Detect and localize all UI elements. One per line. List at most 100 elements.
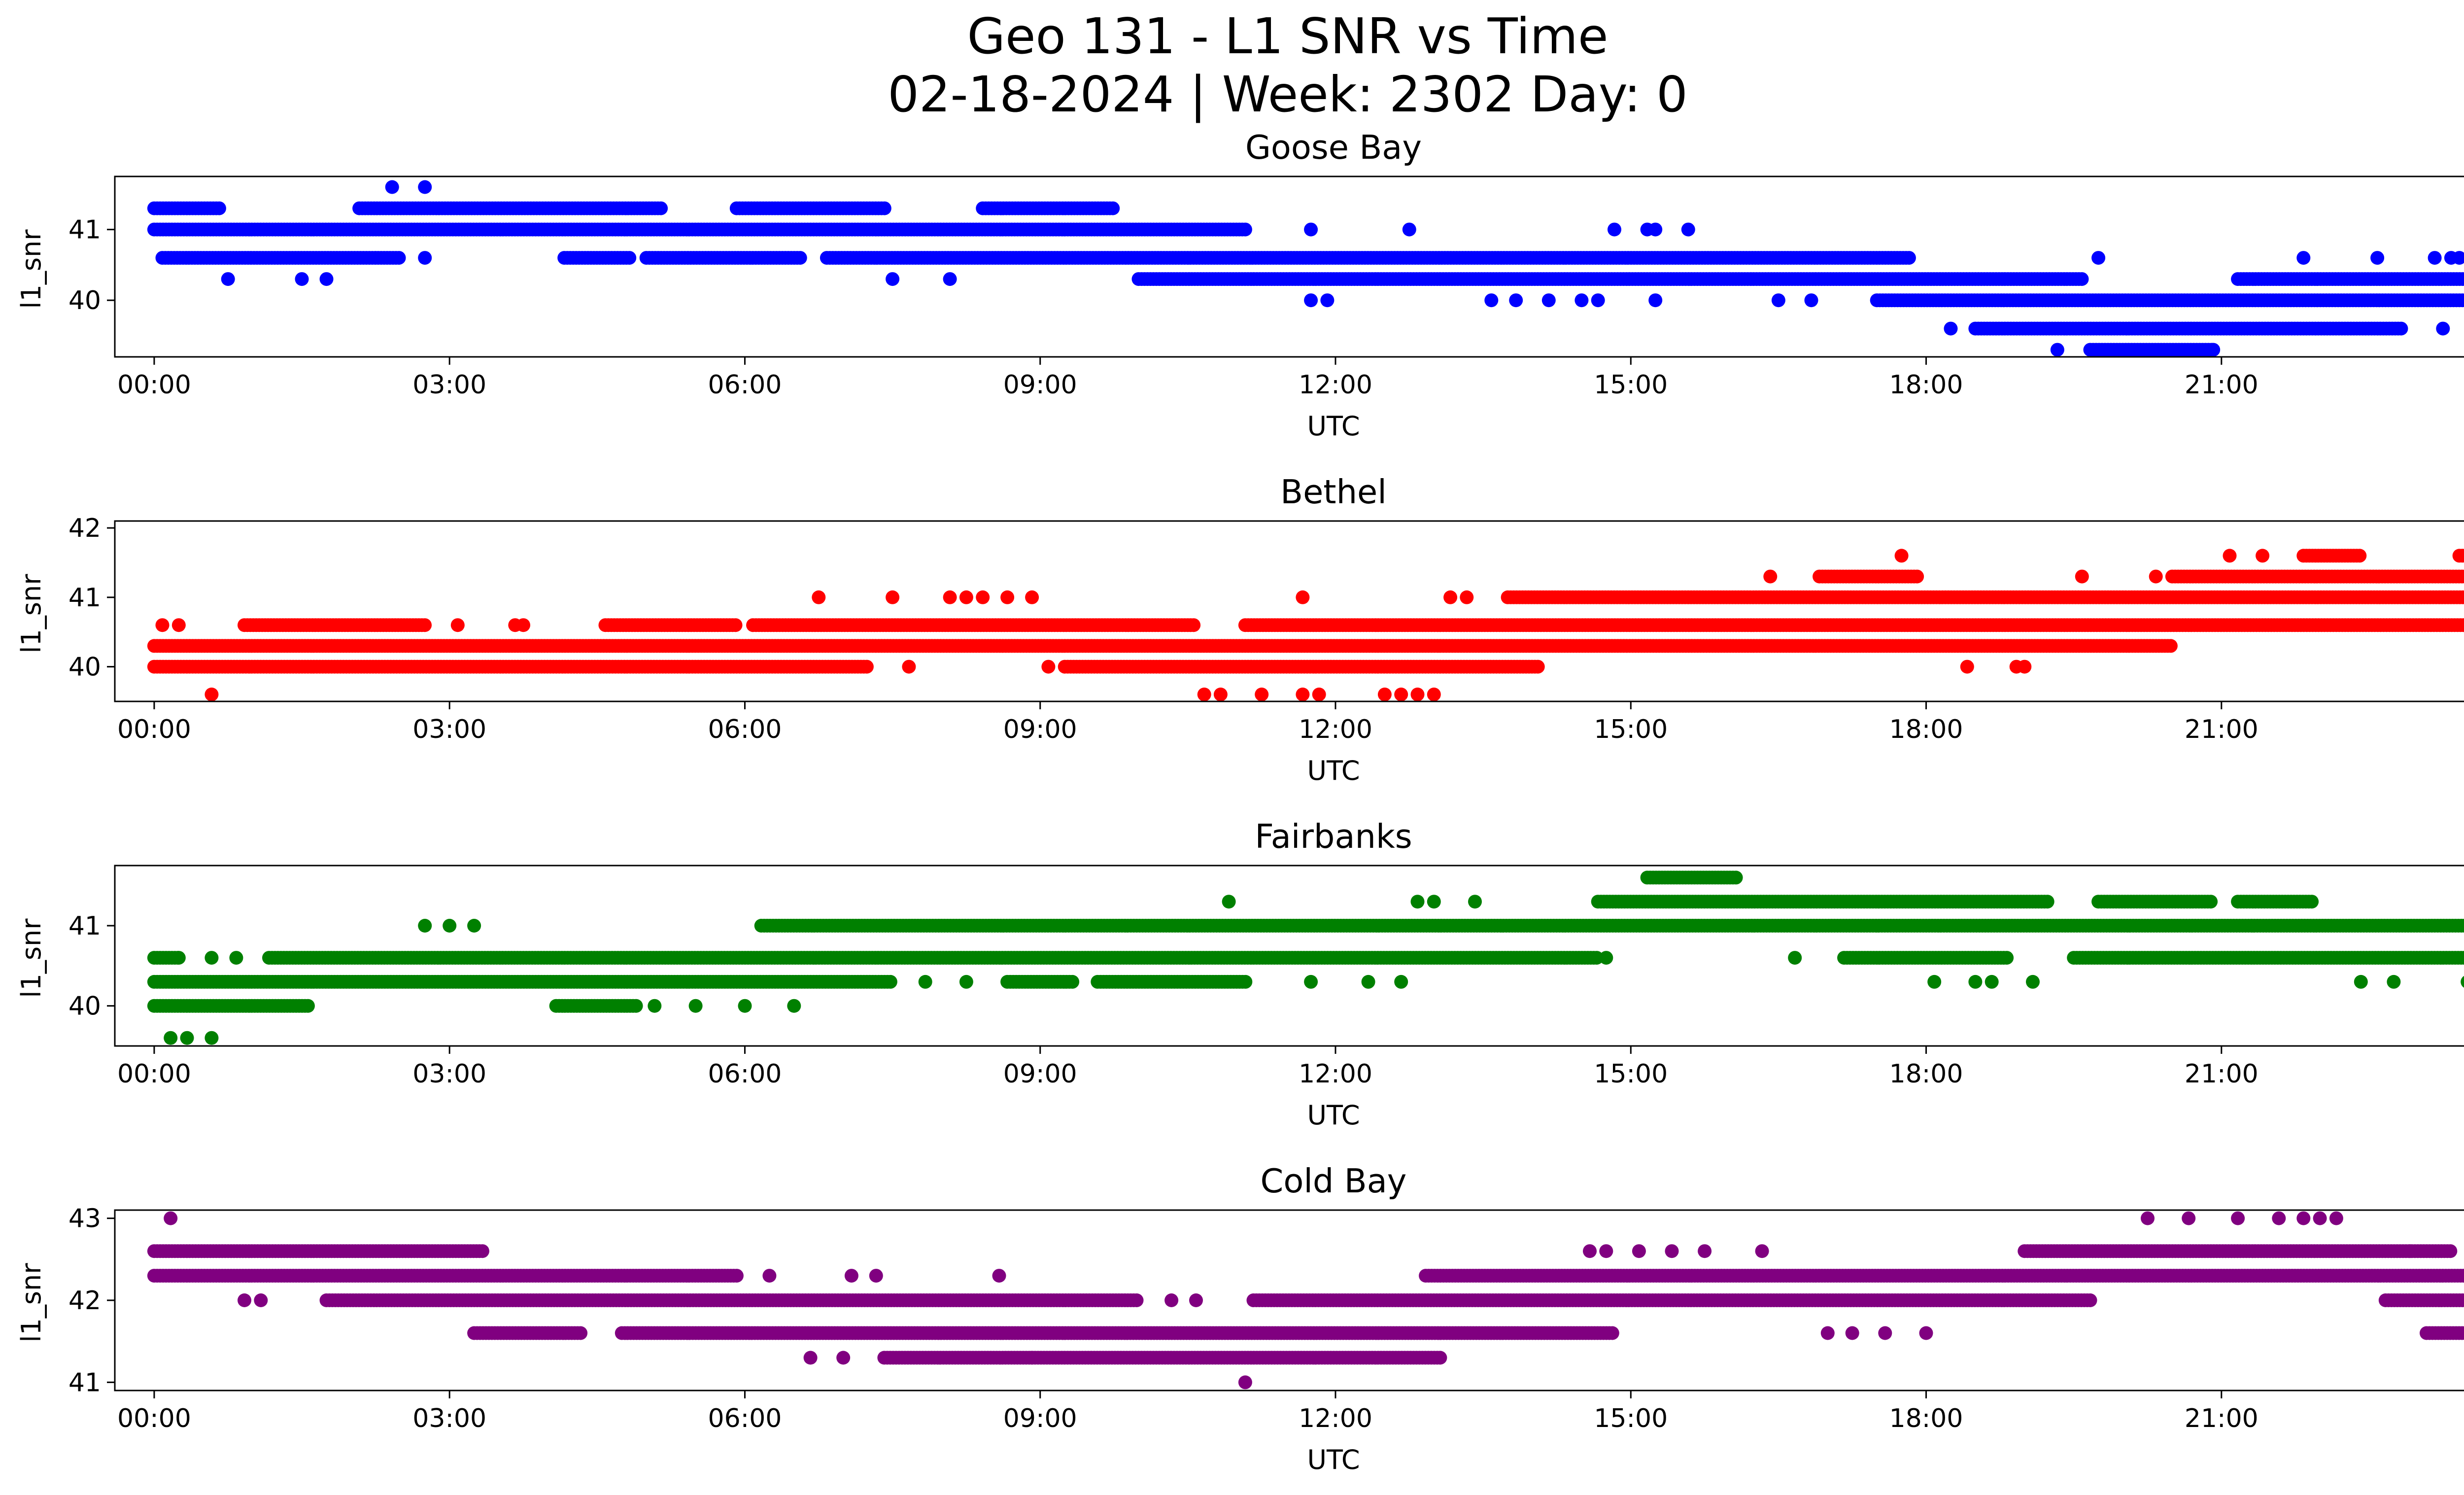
data-point — [1197, 687, 1211, 701]
data-point — [2223, 549, 2237, 563]
data-point — [1443, 590, 1458, 604]
data-point — [2149, 569, 2163, 584]
data-point — [1427, 687, 1441, 701]
data-point — [812, 590, 826, 604]
data-point — [1531, 660, 1545, 674]
data-point — [622, 251, 637, 265]
data-point — [943, 590, 957, 604]
x-tick-label: 12:00 — [1299, 370, 1372, 400]
data-point — [2461, 550, 2464, 561]
data-point — [450, 618, 465, 632]
data-point — [2075, 569, 2089, 584]
data-point — [1394, 687, 1408, 701]
data-point — [1304, 222, 1318, 237]
data-point — [976, 590, 990, 604]
data-point — [2163, 639, 2178, 653]
data-point — [2459, 619, 2464, 632]
x-tick-label: 21:00 — [2185, 370, 2259, 400]
x-axis-label: UTC — [1307, 755, 1360, 786]
data-point — [1608, 222, 1621, 237]
data-point — [1213, 687, 1228, 701]
x-tick-label: 06:00 — [708, 370, 782, 400]
data-point — [516, 618, 530, 632]
x-tick-label: 03:00 — [412, 370, 486, 400]
data-point — [1771, 293, 1785, 308]
y-tick-label: 41 — [68, 583, 101, 613]
y-axis-label: l1_snr — [16, 229, 47, 309]
data-point — [221, 272, 235, 286]
data-point — [1574, 293, 1589, 308]
data-point — [2018, 660, 2032, 674]
y-tick-label: 42 — [68, 514, 101, 543]
figure-title-line1: Geo 131 - L1 SNR vs Time — [967, 7, 1608, 65]
data-point — [2256, 549, 2270, 563]
x-tick-label: 00:00 — [117, 715, 191, 744]
panel-title: Goose Bay — [1245, 128, 1422, 167]
data-point — [1509, 293, 1523, 308]
data-point — [171, 618, 186, 632]
data-point — [2296, 251, 2311, 265]
data-point — [2461, 295, 2464, 306]
data-point — [2462, 274, 2464, 284]
data-point — [1590, 951, 1604, 965]
scatter-points — [147, 180, 2464, 357]
data-point — [2075, 272, 2089, 286]
data-point — [1894, 549, 1909, 563]
x-tick-label: 06:00 — [708, 715, 782, 744]
data-point — [728, 618, 743, 632]
x-tick-label: 21:00 — [2185, 715, 2259, 744]
x-tick-label: 03:00 — [412, 715, 486, 744]
data-point — [155, 618, 170, 632]
data-point — [1763, 569, 1778, 584]
data-point — [902, 660, 916, 674]
data-point — [1541, 293, 1556, 308]
x-tick-label: 15:00 — [1594, 715, 1668, 744]
data-point — [793, 251, 807, 265]
data-point — [1041, 660, 1056, 674]
data-point — [205, 687, 219, 701]
x-axis-label: UTC — [1307, 411, 1360, 442]
data-point — [1681, 222, 1695, 237]
data-point — [877, 201, 891, 215]
x-tick-label: 09:00 — [1003, 370, 1077, 400]
data-point — [2462, 592, 2464, 602]
data-point — [1025, 590, 1039, 604]
data-point — [2091, 251, 2106, 265]
data-point — [418, 251, 432, 265]
x-axis-label: UTC — [1307, 1100, 1360, 1131]
data-point — [385, 180, 399, 194]
data-point — [1648, 222, 1663, 237]
data-point — [886, 590, 900, 604]
data-point — [2394, 321, 2408, 336]
x-tick-label: 18:00 — [1889, 715, 1963, 744]
data-point — [1960, 660, 1974, 674]
data-point — [1312, 687, 1326, 701]
y-tick-label: 40 — [68, 286, 101, 315]
y-axis-label: l1_snr — [16, 574, 47, 654]
data-point — [1187, 618, 1201, 632]
data-point — [1910, 569, 1924, 584]
data-point — [1106, 201, 1120, 215]
x-tick-label: 12:00 — [1299, 715, 1372, 744]
x-tick-label: 15:00 — [1594, 370, 1668, 400]
scatter-points — [147, 870, 2464, 1045]
x-tick-label: 00:00 — [117, 370, 191, 400]
data-point — [1460, 590, 1474, 604]
axes-frame — [114, 520, 2464, 702]
data-point — [418, 618, 432, 632]
panel-title: Bethel — [1280, 473, 1387, 511]
data-point — [319, 272, 334, 286]
data-point — [943, 272, 957, 286]
data-point — [212, 201, 226, 215]
data-point — [1944, 321, 1958, 336]
data-point — [1377, 687, 1392, 701]
data-point — [1304, 293, 1318, 308]
data-point — [2206, 343, 2221, 357]
data-point — [859, 660, 874, 674]
data-point — [1804, 293, 1818, 308]
data-point — [2462, 621, 2464, 629]
data-point — [2428, 251, 2442, 265]
data-point — [1648, 293, 1663, 308]
y-tick-label: 41 — [68, 215, 101, 245]
